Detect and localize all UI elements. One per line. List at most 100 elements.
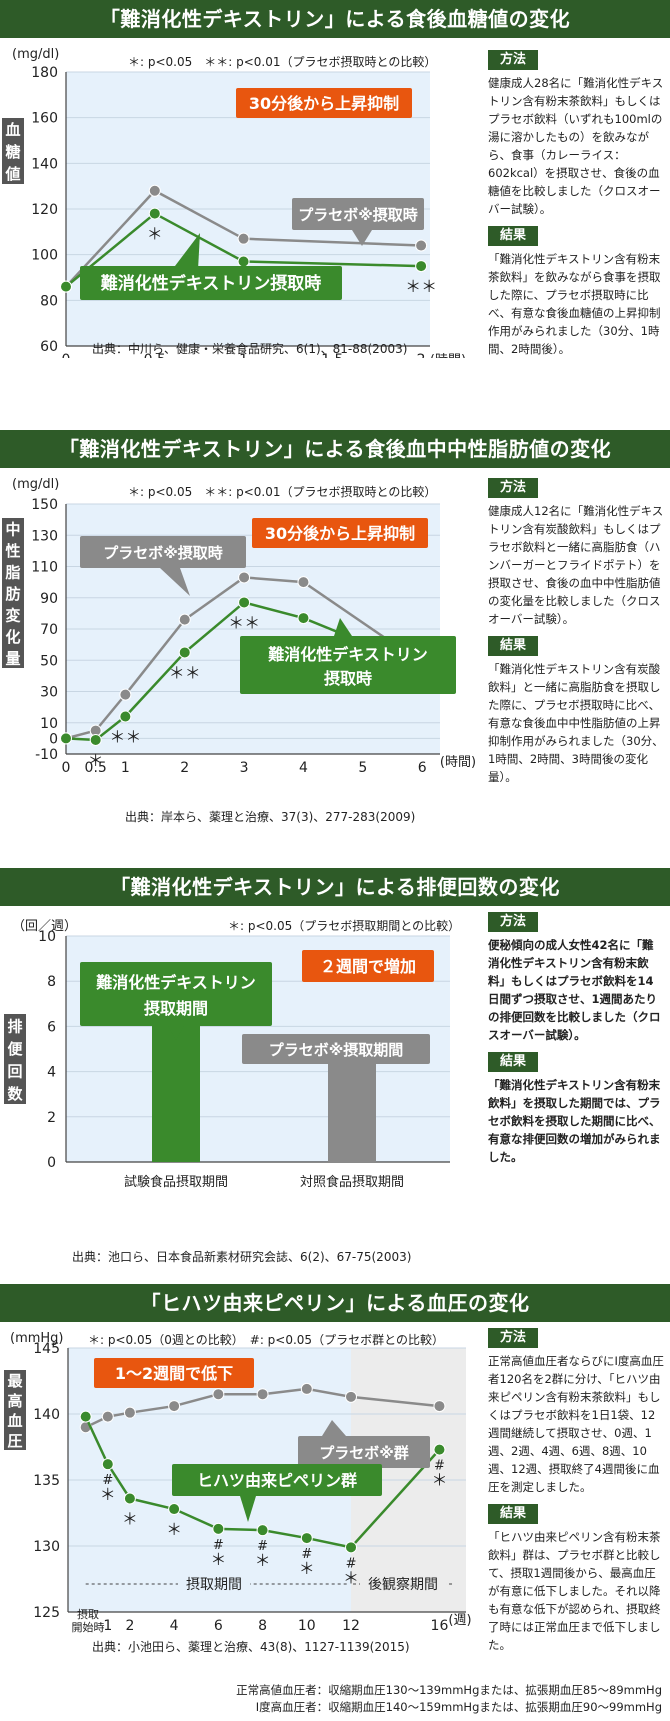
data-point (168, 1400, 181, 1413)
data-point (345, 1390, 358, 1403)
placebo-pointer (322, 1420, 346, 1436)
method-tag-1: 方法 (488, 50, 539, 70)
definition-high-normal: 正常高値血圧者：収縮期血圧130〜139mmHgまたは、拡張期血圧85〜89mm… (236, 1683, 662, 1697)
y-tick-label: 140 (33, 1407, 60, 1423)
data-point (345, 1541, 358, 1554)
placebo-label-box (80, 536, 246, 568)
data-point (238, 596, 251, 609)
x-unit: (時間) (440, 755, 476, 770)
y-tick-label: 50 (40, 653, 58, 669)
side-panel-4: 方法 正常高値血圧者ならびにⅠ度高血圧者120名を2群に分け、「ヒハツ由来ピペリ… (488, 1328, 664, 1662)
data-point (415, 239, 428, 252)
y-tick-label: 8 (47, 974, 56, 990)
series-line-0 (65, 189, 422, 288)
method-text-1: 健康成人28名に「難消化性デキストリン含有粉末茶飲料」もしくはプラセボ飲料（いず… (488, 76, 664, 216)
data-point (212, 1388, 225, 1401)
placebo-label: プラセボ※摂取期間 (269, 1041, 404, 1059)
method-text-2: 健康成人12名に「難消化性デキストリン含有炭酸飲料」もしくはプラセボ飲料と一緒に… (488, 504, 664, 626)
y-axis-label-box (2, 118, 24, 184)
highlight-label: 1〜2週間で低下 (115, 1364, 233, 1383)
data-point (433, 1400, 446, 1413)
data-point (433, 1443, 446, 1456)
start-label-2: 開始時 (72, 1620, 105, 1634)
source-3: 出典：池口ら、日本食品新素材研究会誌、6(2)、67-75(2003) (72, 1250, 412, 1264)
y-tick-label: 90 (40, 591, 58, 607)
intake-period-label: 摂取期間 (186, 1577, 242, 1593)
highlight-label: 30分後から上昇抑制 (249, 94, 399, 113)
placebo-label-box (298, 1436, 430, 1468)
placebo-label-box (242, 1034, 430, 1064)
y-tick-label: 60 (40, 339, 58, 355)
x-tick-label: 0.5 (85, 760, 107, 776)
significance-mark: ＊ (166, 1520, 182, 1539)
side-panel-1: 方法 健康成人28名に「難消化性デキストリン含有粉末茶飲料」もしくはプラセボ飲料… (488, 50, 664, 366)
dex-pointer (175, 233, 200, 270)
significance-hash: # (213, 1538, 224, 1553)
y-axis-label-box (4, 1014, 26, 1104)
significance-mark: ＊＊ (109, 728, 141, 747)
highlight-label-box (236, 88, 412, 118)
significance-mark: ＊ (431, 1471, 447, 1490)
placebo-label-box (292, 198, 424, 230)
data-point (119, 710, 132, 723)
y-tick-label: 6 (47, 1019, 56, 1035)
piperine-pointer (240, 1496, 256, 1522)
significance-note: ＊: p<0.05（プラセボ摂取期間との比較） (228, 918, 460, 933)
significance-hash: # (102, 1473, 113, 1488)
side-panel-3: 方法 便秘傾向の成人女性42名に「難消化性デキストリン含有粉末飲料」もしくはプラ… (488, 912, 664, 1174)
y-tick-label: 0 (47, 1155, 56, 1171)
observation-period-label: 後観察期間 (368, 1576, 438, 1593)
significance-note: ＊: p<0.05 ＊＊: p<0.01（プラセボ摂取時との比較） (128, 484, 436, 499)
dex-pointer (334, 618, 352, 636)
x-tick-label: 16 (431, 1618, 449, 1634)
data-point (300, 1382, 313, 1395)
chart-2: (mg/dl) ＊: p<0.05 ＊＊: p<0.01（プラセボ摂取時との比較）… (2, 477, 476, 776)
highlight-label-box (94, 1358, 254, 1388)
y-unit: (mg/dl) (12, 477, 59, 492)
y-tick-label: 120 (31, 202, 58, 218)
x-tick-label: 10 (298, 1618, 316, 1634)
result-text-3: 「難消化性デキストリン含有粉末飲料」を摂取した期間では、プラセボ飲料を摂取した期… (488, 1078, 661, 1164)
data-point (101, 1458, 114, 1471)
x-category-label: 対照食品摂取期間 (300, 1174, 404, 1190)
data-point (79, 1410, 92, 1423)
x-tick-label: 2 (125, 1618, 134, 1634)
x-tick-label: 1 (103, 1618, 112, 1634)
y-tick-label: 160 (31, 111, 58, 127)
y-tick-label: 10 (38, 929, 56, 945)
significance-mark: ＊ (147, 225, 163, 244)
data-point (119, 688, 132, 701)
x-unit: (時間) (430, 353, 466, 358)
piperine-label: ヒハツ由来ピペリン群 (197, 1471, 357, 1490)
highlight-label: ２週間で増加 (320, 957, 416, 976)
y-tick-label: 150 (31, 497, 58, 513)
chart-4: (mmHg) ＊: p<0.05（0週との比較） #: p<0.05（プラセボ群と… (4, 1331, 472, 1634)
section-1-title: 「難消化性デキストリン」による食後血糖値の変化 (0, 0, 670, 38)
significance-mark: ＊ (343, 1568, 359, 1587)
section-3-title: 「難消化性デキストリン」による排便回数の変化 (0, 868, 670, 906)
y-tick-label: 130 (33, 1539, 60, 1555)
y-unit: (mg/dl) (12, 47, 59, 62)
method-tag-2: 方法 (488, 478, 539, 498)
y-tick-label: 100 (31, 248, 58, 264)
y-tick-label: -10 (35, 747, 58, 763)
data-point (212, 1522, 225, 1535)
intake-period-bg (178, 1574, 250, 1594)
significance-hash: # (434, 1459, 445, 1474)
y-axis-label-box (2, 518, 24, 668)
y-tick-label: 110 (31, 560, 58, 576)
y-tick-label: 130 (31, 528, 58, 544)
dex-label-line1: 難消化性デキストリン (96, 973, 256, 992)
y-tick-label: 180 (31, 65, 58, 81)
side-panel-2: 方法 健康成人12名に「難消化性デキストリン含有炭酸飲料」もしくはプラセボ飲料と… (488, 478, 664, 794)
y-tick-label: 4 (47, 1065, 56, 1081)
y-axis-label-box (4, 1370, 26, 1450)
significance-mark: ＊ (122, 1509, 138, 1528)
y-tick-label: 0 (49, 731, 58, 747)
x-tick-label: 6 (418, 760, 427, 776)
y-axis-label: 中性脂肪変化量 (5, 521, 20, 668)
bar-0 (152, 1024, 200, 1162)
x-tick-label: 0 (62, 352, 71, 358)
x-tick-label: 0 (62, 760, 71, 776)
y-unit: (mmHg) (10, 1331, 64, 1346)
